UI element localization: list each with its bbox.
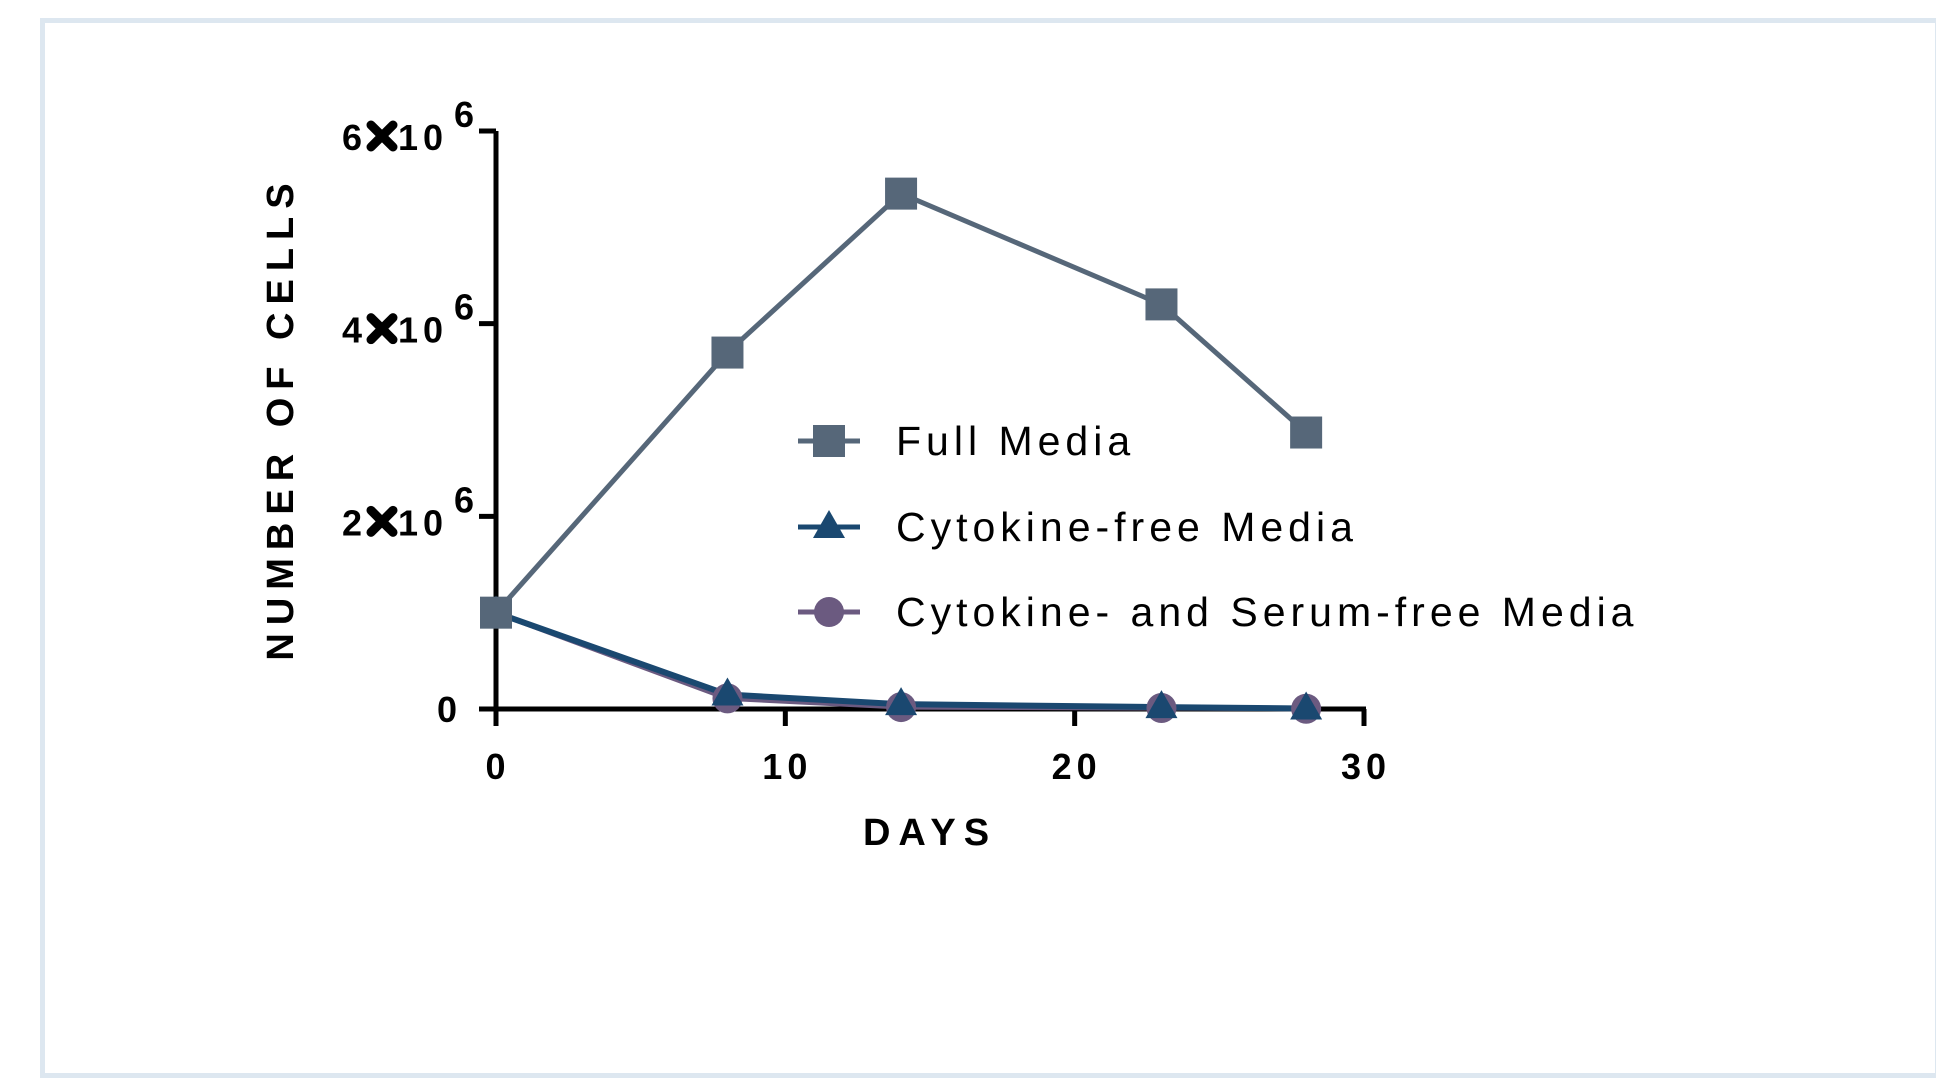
x-tick-label-3: 30 bbox=[1341, 746, 1391, 787]
legend-marker-1 bbox=[813, 510, 845, 538]
y-tick-mantissa-3: 6 bbox=[342, 117, 367, 158]
multiply-sign-icon bbox=[366, 505, 398, 537]
legend: Full Media Cytokine-free Media Cytokine- a… bbox=[798, 418, 1638, 635]
point-s1-4 bbox=[1290, 691, 1323, 720]
x-axis-title: DAYS bbox=[863, 812, 997, 854]
x-tick-label-1: 10 bbox=[762, 746, 812, 787]
point-s0-0 bbox=[480, 596, 512, 629]
legend-item-1: Cytokine-free Media bbox=[798, 504, 1358, 550]
multiply-sign-icon bbox=[366, 120, 398, 152]
point-s0-4 bbox=[1290, 416, 1323, 449]
y-tick-base-2: 10 bbox=[398, 310, 448, 351]
legend-label-1: Cytokine-free Media bbox=[896, 504, 1358, 550]
point-s0-3 bbox=[1145, 288, 1178, 321]
y-tick-label-2: 4 106 bbox=[342, 287, 479, 351]
point-s1-1 bbox=[711, 677, 744, 706]
y-tick-mantissa-2: 4 bbox=[342, 310, 367, 351]
y-axis-title: NUMBER OF CELLS bbox=[260, 175, 302, 660]
point-s0-1 bbox=[711, 336, 744, 369]
multiply-sign-icon bbox=[366, 313, 398, 345]
y-tick-mantissa-1: 2 bbox=[342, 502, 367, 543]
legend-marker-2 bbox=[814, 597, 844, 627]
legend-item-0: Full Media bbox=[798, 418, 1135, 464]
legend-marker-0 bbox=[813, 425, 845, 457]
legend-item-2: Cytokine- and Serum-free Media bbox=[798, 589, 1638, 635]
x-tick-label-0: 0 bbox=[485, 746, 510, 787]
y-tick-base-3: 10 bbox=[398, 117, 448, 158]
series-markers bbox=[480, 177, 1323, 724]
y-tick-exponent-3: 6 bbox=[454, 94, 479, 135]
legend-label-2: Cytokine- and Serum-free Media bbox=[896, 589, 1638, 635]
point-s1-2 bbox=[885, 687, 918, 716]
y-tick-label-1: 2 106 bbox=[342, 479, 479, 543]
y-tick-exponent-1: 6 bbox=[454, 479, 479, 520]
y-tick-label-3: 6 106 bbox=[342, 94, 479, 158]
point-s0-2 bbox=[885, 177, 918, 210]
y-tick-base-1: 10 bbox=[398, 502, 448, 543]
y-tick-label-0: 0 bbox=[437, 689, 462, 730]
y-tick-exponent-2: 6 bbox=[454, 287, 479, 328]
legend-label-0: Full Media bbox=[896, 418, 1135, 464]
chart-frame bbox=[40, 18, 1936, 1078]
point-s1-3 bbox=[1145, 690, 1178, 719]
x-tick-label-2: 20 bbox=[1052, 746, 1102, 787]
